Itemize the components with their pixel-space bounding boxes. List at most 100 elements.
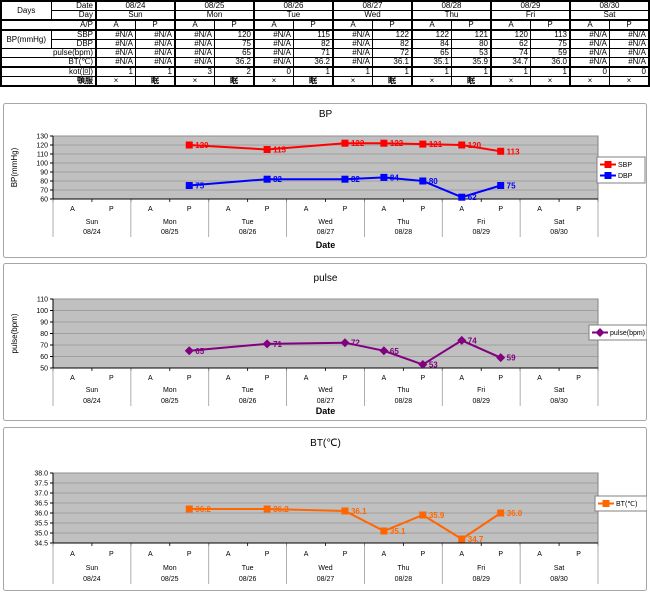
- dbp-cell[interactable]: #N/A: [569, 39, 610, 49]
- dbp-cell[interactable]: #N/A: [135, 39, 176, 49]
- sbp-cell[interactable]: #N/A: [332, 29, 373, 40]
- bt-cell[interactable]: #N/A: [569, 57, 610, 68]
- kot-cell[interactable]: 1: [530, 66, 571, 77]
- ap-header[interactable]: A: [490, 19, 531, 31]
- day-header[interactable]: Wed: [332, 10, 413, 21]
- ap-header[interactable]: A: [95, 19, 136, 31]
- bt-label[interactable]: BT(℃): [0, 57, 97, 68]
- kot-cell[interactable]: 3: [174, 66, 215, 77]
- sbp-cell[interactable]: 122: [411, 29, 452, 40]
- bt-cell[interactable]: #N/A: [609, 57, 650, 68]
- bt-cell[interactable]: 36.2: [214, 57, 255, 68]
- sbp-cell[interactable]: 115: [293, 29, 334, 40]
- sbp-cell[interactable]: #N/A: [569, 29, 610, 40]
- bt-cell[interactable]: 35.1: [411, 57, 452, 68]
- pulse-cell[interactable]: 59: [530, 48, 571, 58]
- pulse-chart[interactable]: pulse 50 60 70 80 90 100 110 A P A P A P A P A P A P A P Sun Mo…: [3, 263, 647, 421]
- sbp-cell[interactable]: #N/A: [95, 29, 136, 40]
- tonpuku-cell[interactable]: ×: [95, 76, 136, 87]
- ap-header[interactable]: A: [411, 19, 452, 31]
- kot-cell[interactable]: 0: [569, 66, 610, 77]
- bt-cell[interactable]: 36.1: [372, 57, 413, 68]
- day-header[interactable]: Tue: [253, 10, 334, 21]
- tonpuku-cell[interactable]: 眠: [372, 76, 413, 87]
- dbp-cell[interactable]: 82: [372, 39, 413, 49]
- day-header[interactable]: Thu: [411, 10, 492, 21]
- ap-header[interactable]: P: [214, 19, 255, 31]
- ap-header[interactable]: P: [293, 19, 334, 31]
- ap-header[interactable]: A: [253, 19, 294, 31]
- kot-cell[interactable]: 1: [332, 66, 373, 77]
- date-header[interactable]: 08/29: [490, 0, 571, 11]
- dbp-cell[interactable]: #N/A: [609, 39, 650, 49]
- sbp-label[interactable]: SBP: [50, 29, 97, 40]
- pulse-cell[interactable]: 65: [214, 48, 255, 58]
- kot-cell[interactable]: 1: [293, 66, 334, 77]
- sbp-cell[interactable]: #N/A: [609, 29, 650, 40]
- ap-header[interactable]: P: [372, 19, 413, 31]
- tonpuku-cell[interactable]: ×: [253, 76, 294, 87]
- tonpuku-cell[interactable]: ×: [332, 76, 373, 87]
- date-row-label[interactable]: Date: [50, 0, 97, 11]
- kot-cell[interactable]: 0: [253, 66, 294, 77]
- bt-cell[interactable]: 35.9: [451, 57, 492, 68]
- kot-cell[interactable]: 0: [609, 66, 650, 77]
- kot-cell[interactable]: 1: [135, 66, 176, 77]
- bt-cell[interactable]: #N/A: [95, 57, 136, 68]
- pulse-cell[interactable]: #N/A: [332, 48, 373, 58]
- dbp-cell[interactable]: 62: [490, 39, 531, 49]
- kot-cell[interactable]: 1: [95, 66, 136, 77]
- kot-cell[interactable]: 1: [451, 66, 492, 77]
- pulse-cell[interactable]: 53: [451, 48, 492, 58]
- bt-cell[interactable]: 36.2: [293, 57, 334, 68]
- day-header[interactable]: Sat: [569, 10, 650, 21]
- kot-cell[interactable]: 2: [214, 66, 255, 77]
- tonpuku-cell[interactable]: 眠: [293, 76, 334, 87]
- kot-cell[interactable]: 1: [411, 66, 452, 77]
- sbp-cell[interactable]: 113: [530, 29, 571, 40]
- pulse-cell[interactable]: #N/A: [135, 48, 176, 58]
- bt-cell[interactable]: #N/A: [135, 57, 176, 68]
- days-label[interactable]: Days: [0, 0, 52, 21]
- date-header[interactable]: 08/25: [174, 0, 255, 11]
- pulse-label[interactable]: pulse(bpm): [0, 48, 97, 58]
- sbp-cell[interactable]: 122: [372, 29, 413, 40]
- kot-label[interactable]: kot(回): [0, 66, 97, 77]
- bt-cell[interactable]: #N/A: [332, 57, 373, 68]
- bt-cell[interactable]: 36.0: [530, 57, 571, 68]
- day-header[interactable]: Sun: [95, 10, 176, 21]
- day-header[interactable]: Fri: [490, 10, 571, 21]
- dbp-cell[interactable]: 75: [530, 39, 571, 49]
- bt-cell[interactable]: #N/A: [253, 57, 294, 68]
- dbp-cell[interactable]: 80: [451, 39, 492, 49]
- date-header[interactable]: 08/24: [95, 0, 176, 11]
- ap-header[interactable]: A: [174, 19, 215, 31]
- pulse-cell[interactable]: 71: [293, 48, 334, 58]
- pulse-cell[interactable]: #N/A: [174, 48, 215, 58]
- tonpuku-cell[interactable]: ×: [569, 76, 610, 87]
- bt-cell[interactable]: 34.7: [490, 57, 531, 68]
- kot-cell[interactable]: 1: [372, 66, 413, 77]
- ap-header[interactable]: A: [332, 19, 373, 31]
- sbp-cell[interactable]: 120: [490, 29, 531, 40]
- sbp-cell[interactable]: #N/A: [253, 29, 294, 40]
- pulse-cell[interactable]: #N/A: [253, 48, 294, 58]
- pulse-cell[interactable]: 74: [490, 48, 531, 58]
- ap-header[interactable]: P: [451, 19, 492, 31]
- kot-cell[interactable]: 1: [490, 66, 531, 77]
- pulse-cell[interactable]: #N/A: [609, 48, 650, 58]
- pulse-cell[interactable]: 72: [372, 48, 413, 58]
- sbp-cell[interactable]: 120: [214, 29, 255, 40]
- bt-cell[interactable]: #N/A: [174, 57, 215, 68]
- dbp-cell[interactable]: #N/A: [253, 39, 294, 49]
- pulse-cell[interactable]: #N/A: [95, 48, 136, 58]
- ap-header[interactable]: A: [569, 19, 610, 31]
- tonpuku-cell[interactable]: 眠: [135, 76, 176, 87]
- tonpuku-cell[interactable]: 眠: [451, 76, 492, 87]
- dbp-label[interactable]: DBP: [50, 39, 97, 49]
- dbp-cell[interactable]: 84: [411, 39, 452, 49]
- ap-header[interactable]: P: [135, 19, 176, 31]
- sbp-cell[interactable]: 121: [451, 29, 492, 40]
- date-header[interactable]: 08/27: [332, 0, 413, 11]
- day-row-label[interactable]: Day: [50, 10, 97, 21]
